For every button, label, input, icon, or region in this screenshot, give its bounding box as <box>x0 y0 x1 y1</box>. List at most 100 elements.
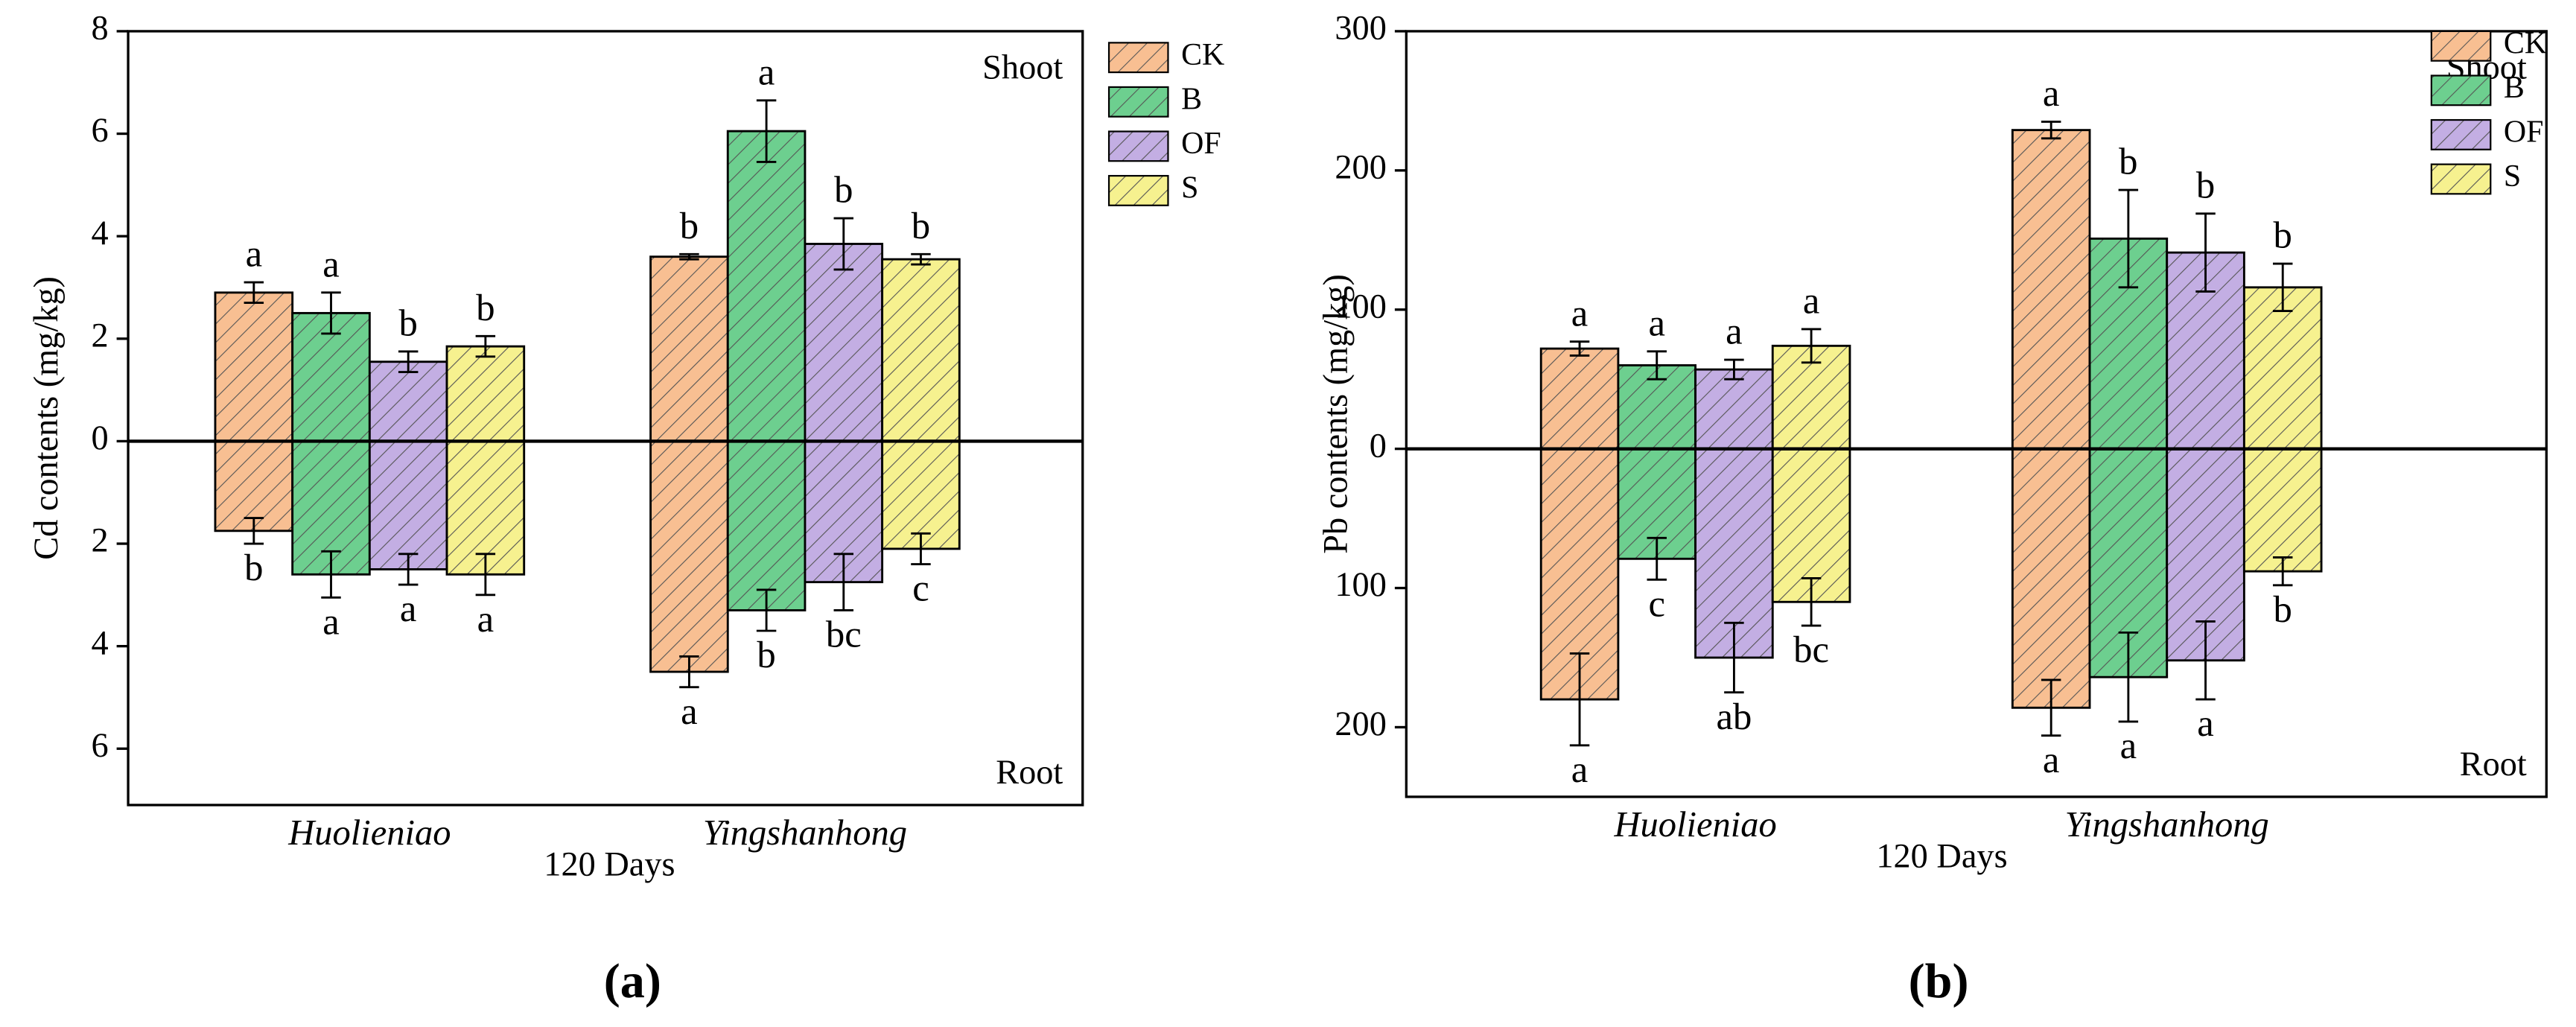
significance-letter: a <box>400 588 417 629</box>
error-bar <box>1647 350 1667 381</box>
error-bar <box>2118 631 2139 723</box>
bar <box>445 345 526 442</box>
legend-label: CK <box>2504 26 2547 60</box>
bar <box>2011 448 2091 709</box>
y-tick-label: 4 <box>91 214 108 252</box>
significance-letter: bc <box>1793 629 1829 670</box>
y-tick-label: 8 <box>91 10 108 48</box>
bar <box>1694 368 1774 451</box>
y-tick-label: 200 <box>1335 148 1386 186</box>
significance-letter: b <box>2196 164 2215 206</box>
bar <box>214 291 294 442</box>
bar <box>649 439 729 673</box>
error-bar <box>1724 358 1744 381</box>
y-tick-label: 0 <box>91 419 108 457</box>
significance-letter: b <box>2274 588 2292 630</box>
significance-letter: a <box>322 243 340 284</box>
annotation: Shoot <box>982 48 1063 86</box>
error-bar <box>321 550 341 599</box>
error-bar <box>2041 678 2061 737</box>
error-bar <box>1569 340 1590 357</box>
legend-swatch <box>1107 42 1169 74</box>
error-bar <box>398 553 419 586</box>
error-bar <box>756 588 777 632</box>
panel-label: (b) <box>1909 954 1969 1008</box>
y-tick-label: 2 <box>91 522 108 560</box>
bar <box>726 130 807 442</box>
significance-letter: a <box>2120 725 2137 766</box>
plot-frame <box>127 30 1084 807</box>
significance-letter: a <box>246 233 263 275</box>
significance-letter: b <box>244 547 263 588</box>
legend-swatch <box>2430 163 2492 195</box>
error-bar <box>756 99 777 163</box>
bar <box>214 439 294 532</box>
legend-swatch <box>1107 86 1169 118</box>
error-bar <box>2272 556 2293 587</box>
error-bar <box>2195 212 2216 293</box>
significance-letter: a <box>2197 702 2214 744</box>
error-bar <box>911 252 931 266</box>
y-tick-label: 100 <box>1335 566 1386 604</box>
significance-letter: a <box>1726 311 1743 352</box>
error-bar <box>244 281 264 305</box>
error-bar <box>1724 621 1744 694</box>
bar <box>649 255 729 442</box>
y-tick-label: 300 <box>1335 10 1386 48</box>
significance-letter: a <box>2043 72 2060 114</box>
significance-letter: a <box>322 600 340 642</box>
significance-letter: b <box>680 205 699 247</box>
x-tick-label: Huolieniao <box>1613 805 1776 845</box>
legend-swatch <box>2430 30 2492 62</box>
bar <box>2242 286 2323 451</box>
x-tick-label: Yingshanhong <box>2065 805 2269 845</box>
y-tick-label: 6 <box>91 727 108 765</box>
legend-label: B <box>2504 71 2525 105</box>
bar <box>2011 129 2091 451</box>
legend-swatch <box>1107 130 1169 162</box>
y-tick-label: 100 <box>1335 287 1386 325</box>
significance-letter: a <box>1571 748 1588 790</box>
error-bar <box>1647 536 1667 581</box>
legend-label: B <box>1181 82 1202 116</box>
significance-letter: b <box>912 205 930 247</box>
bar <box>881 439 961 550</box>
legend-swatch <box>2430 118 2492 150</box>
significance-letter: a <box>1803 279 1820 321</box>
error-bar <box>833 217 854 271</box>
annotation: Root <box>2460 745 2527 783</box>
significance-letter: b <box>834 169 853 211</box>
error-bar <box>1801 328 1822 364</box>
annotation: Root <box>996 754 1063 792</box>
y-axis-label: Cd contents (mg/kg) <box>28 276 66 560</box>
significance-letter: c <box>1648 582 1665 624</box>
bar <box>804 243 884 442</box>
error-bar <box>2118 188 2139 289</box>
legend-label: OF <box>2504 115 2544 150</box>
significance-letter: b <box>757 634 775 675</box>
significance-letter: b <box>476 287 494 328</box>
bar <box>368 360 448 442</box>
significance-letter: ab <box>1716 696 1752 737</box>
significance-letter: a <box>2043 739 2060 780</box>
bar <box>1771 448 1851 603</box>
y-tick-label: 200 <box>1335 705 1386 743</box>
legend-swatch <box>1107 174 1169 206</box>
significance-letter: b <box>399 302 418 344</box>
bar <box>726 439 807 611</box>
error-bar <box>321 291 341 335</box>
x-tick-label: Yingshanhong <box>703 813 907 853</box>
bar <box>1539 347 1620 451</box>
bar <box>368 439 448 570</box>
error-bar <box>1801 577 1822 627</box>
error-bar <box>679 252 699 261</box>
x-tick-label: Huolieniao <box>287 813 451 853</box>
error-bar <box>833 553 854 611</box>
legend-label: CK <box>1181 38 1224 72</box>
bar <box>2242 448 2323 573</box>
x-axis-label: 120 Days <box>544 845 675 883</box>
significance-letter: a <box>1571 292 1588 334</box>
y-axis-label: Pb contents (mg/kg) <box>1317 274 1355 554</box>
significance-letter: a <box>758 51 775 92</box>
